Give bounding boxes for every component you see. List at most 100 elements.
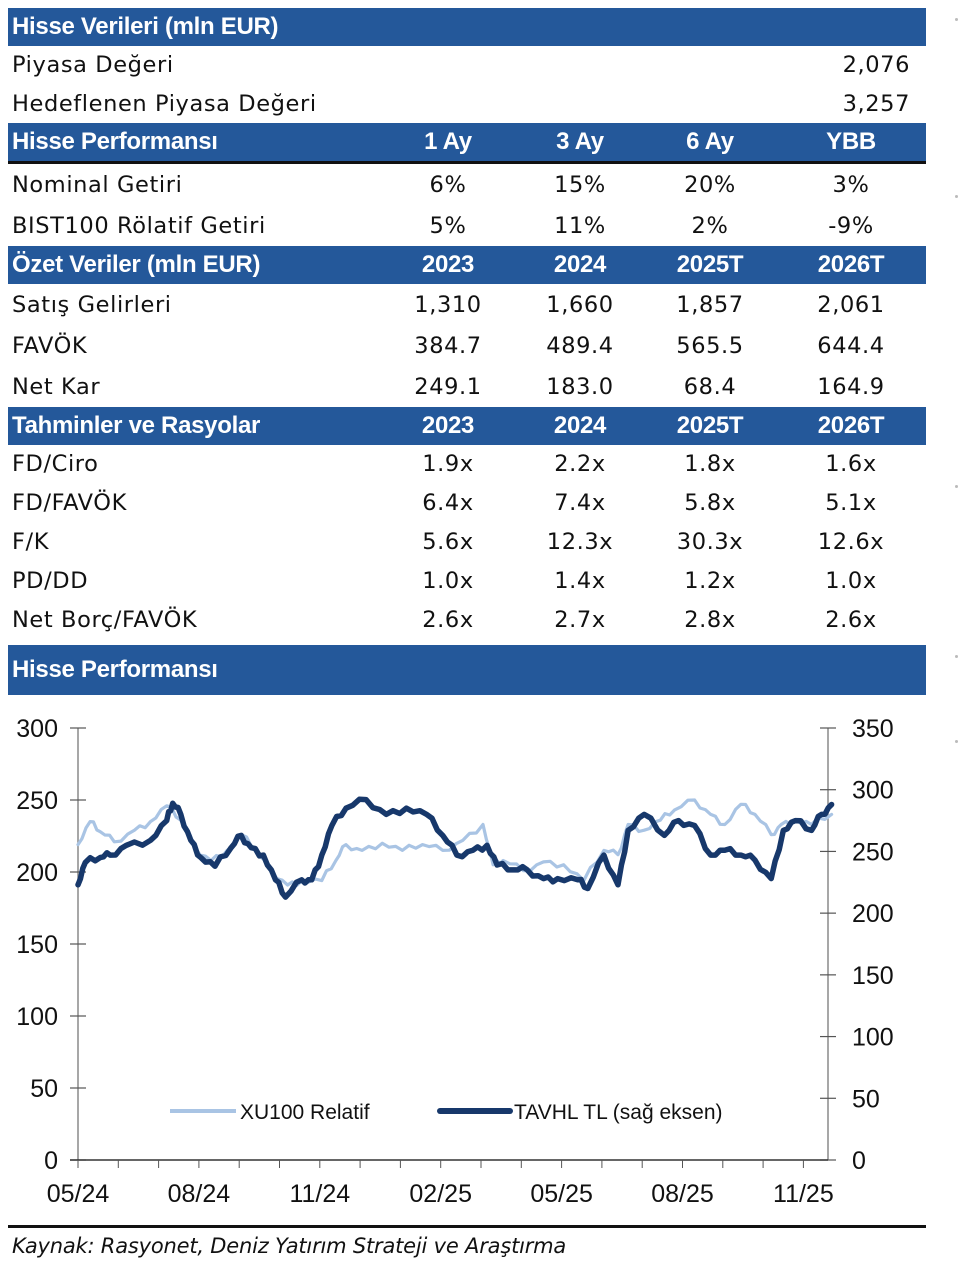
row-label: FD/FAVÖK [12,490,127,517]
cell: 1.2x [684,567,736,594]
cell: 2,061 [817,291,885,318]
cell: 2.2x [554,451,606,478]
cell: 1,660 [546,291,614,318]
ratios-row: FD/Ciro 1.9x 2.2x 1.8x 1.6x [8,445,926,484]
cell: 12.3x [546,528,614,555]
summary-row: Satış Gelirleri 1,310 1,660 1,857 2,061 [8,284,926,325]
cell: 2% [691,212,729,239]
column-header: 2025T [676,251,744,278]
edge-marker [955,655,958,658]
column-header: 2023 [421,412,475,439]
column-header: 2026T [817,251,885,278]
edge-marker [955,740,958,743]
row-value: 3,257 [842,90,910,117]
performance-title: Hisse Performansı [12,128,218,155]
cell: 249.1 [414,373,482,400]
cell: 164.9 [817,373,885,400]
column-header: 2024 [553,412,607,439]
cell: 7.4x [554,490,606,517]
edge-marker [955,195,958,198]
column-header: 2024 [553,251,607,278]
stock-data-header: Hisse Verileri (mln EUR) [8,8,926,46]
right-y-tick-label: 100 [852,1024,894,1052]
cell: 5% [429,212,467,239]
cell: 20% [684,171,736,198]
summary-header: Özet Veriler (mln EUR) 2023 2024 2025T 2… [8,246,926,284]
row-label: Satış Gelirleri [12,291,172,318]
cell: 12.6x [817,528,885,555]
column-header: 2025T [676,412,744,439]
performance-row: Nominal Getiri 6% 15% 20% 3% [8,164,926,205]
performance-header: Hisse Performansı 1 Ay 3 Ay 6 Ay YBB [8,123,926,164]
x-tick-label: 08/25 [651,1180,714,1208]
row-label: Hedeflenen Piyasa Değeri [12,90,317,117]
source-divider [8,1225,926,1228]
cell: 1.4x [554,567,606,594]
ratios-row: Net Borç/FAVÖK 2.6x 2.7x 2.8x 2.6x [8,600,926,639]
right-y-tick-label: 50 [852,1085,880,1113]
ratios-row: FD/FAVÖK 6.4x 7.4x 5.8x 5.1x [8,484,926,523]
performance-chart: 0 50 100 150 200 250 300 0 50 100 150 200 250 300 350 0… [16,715,893,1208]
row-label: Piyasa Değeri [12,52,174,79]
stock-data-title: Hisse Verileri (mln EUR) [12,13,279,40]
cell: 1.0x [825,567,877,594]
cell: 183.0 [546,373,614,400]
left-y-tick-label: 200 [16,859,58,887]
cell: 644.4 [817,332,885,359]
row-label: PD/DD [12,567,89,594]
summary-row: FAVÖK 384.7 489.4 565.5 644.4 [8,325,926,366]
performance-row: BIST100 Rölatif Getiri 5% 11% 2% -9% [8,205,926,246]
left-y-tick-label: 50 [30,1075,58,1103]
edge-marker [955,18,958,21]
row-label: Nominal Getiri [12,171,183,198]
right-y-tick-label: 300 [852,777,894,805]
row-label: BIST100 Rölatif Getiri [12,212,266,239]
cell: 5.8x [684,490,736,517]
column-header: YBB [826,128,876,155]
chart-section-title: Hisse Performansı [12,655,218,683]
cell: 5.6x [422,528,474,555]
cell: 384.7 [414,332,482,359]
cell: 489.4 [546,332,614,359]
row-value: 2,076 [842,52,910,79]
cell: 2.6x [825,606,877,633]
chart-axes: 0 50 100 150 200 250 300 0 50 100 150 200 250 300 350 0… [16,715,893,1208]
cell: -9% [828,212,874,239]
cell: 11% [554,212,606,239]
left-y-tick-label: 300 [16,715,58,743]
row-label: FD/Ciro [12,451,99,478]
column-header: 2023 [421,251,475,278]
left-y-tick-label: 150 [16,931,58,959]
ratios-row: PD/DD 1.0x 1.4x 1.2x 1.0x [8,561,926,600]
cell: 6% [429,171,467,198]
x-tick-label: 05/25 [530,1180,593,1208]
chart-series-layer [75,796,835,900]
legend-label-tavhl: TAVHL TL (sağ eksen) [514,1101,723,1124]
cell: 2.7x [554,606,606,633]
cell: 68.4 [683,373,737,400]
stock-data-row: Piyasa Değeri 2,076 [8,46,926,85]
x-tick-label: 11/25 [773,1180,834,1208]
cell: 15% [554,171,606,198]
chart-legend: XU100 Relatif TAVHL TL (sağ eksen) [170,1101,723,1124]
ratios-row: F/K 5.6x 12.3x 30.3x 12.6x [8,523,926,562]
cell: 1.6x [825,451,877,478]
edge-marker [955,485,958,488]
column-header: 1 Ay [424,128,472,155]
left-y-tick-label: 0 [44,1147,58,1175]
cell: 3% [832,171,870,198]
summary-row: Net Kar 249.1 183.0 68.4 164.9 [8,366,926,407]
cell: 30.3x [676,528,744,555]
legend-label-xu100: XU100 Relatif [240,1101,370,1124]
cell: 5.1x [825,490,877,517]
cell: 2.6x [422,606,474,633]
cell: 1,857 [676,291,744,318]
ratios-title: Tahminler ve Rasyolar [12,412,261,439]
left-y-tick-label: 100 [16,1003,58,1031]
chart-section-header: Hisse Performansı [8,644,926,695]
column-header: 6 Ay [686,128,734,155]
right-y-tick-label: 150 [852,962,894,990]
cell: 1,310 [414,291,482,318]
x-tick-label: 08/24 [168,1180,231,1208]
summary-title: Özet Veriler (mln EUR) [12,251,261,278]
